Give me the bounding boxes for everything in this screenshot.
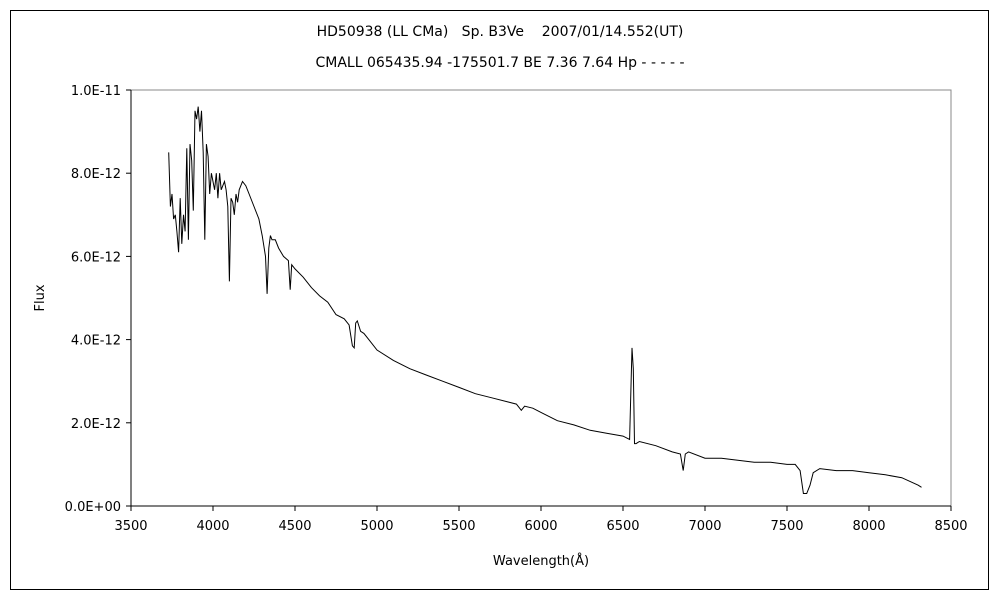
spectrum-line: [168, 106, 922, 494]
y-axis-label: Flux: [33, 284, 48, 311]
x-axis-ticks: 3500 4000 4500 5000 5500 6000 6500 7000 7500 8000…: [114, 506, 968, 534]
y-tick-label: 4.0E-12: [71, 334, 121, 349]
x-tick-label: 3500: [114, 519, 147, 534]
chart-frame: [10, 10, 989, 590]
x-tick-label: 7500: [770, 519, 803, 534]
y-axis-ticks: 0.0E+00 2.0E-12 4.0E-12 6.0E-12 8.0E-12 1.0E-…: [65, 84, 131, 515]
chart-title: HD50938 (LL CMa) Sp. B3Ve 2007/01/14.552…: [316, 24, 684, 40]
x-tick-label: 5000: [360, 519, 393, 534]
chart-subtitle: CMALL 065435.94 -175501.7 BE 7.36 7.64 H…: [315, 55, 685, 71]
x-tick-label: 8500: [934, 519, 967, 534]
y-tick-label: 1.0E-11: [71, 84, 121, 99]
plot-area: [130, 89, 952, 507]
x-tick-label: 8000: [852, 519, 885, 534]
x-tick-label: 5500: [442, 519, 475, 534]
y-tick-label: 0.0E+00: [65, 500, 121, 515]
y-tick-label: 8.0E-12: [71, 167, 121, 182]
x-tick-label: 6000: [524, 519, 557, 534]
x-tick-label: 6500: [606, 519, 639, 534]
x-tick-label: 4000: [196, 519, 229, 534]
x-axis-label: Wavelength(Å): [493, 553, 589, 569]
x-tick-label: 7000: [688, 519, 721, 534]
x-tick-label: 4500: [278, 519, 311, 534]
y-tick-label: 2.0E-12: [71, 417, 121, 432]
y-tick-label: 6.0E-12: [71, 250, 121, 265]
